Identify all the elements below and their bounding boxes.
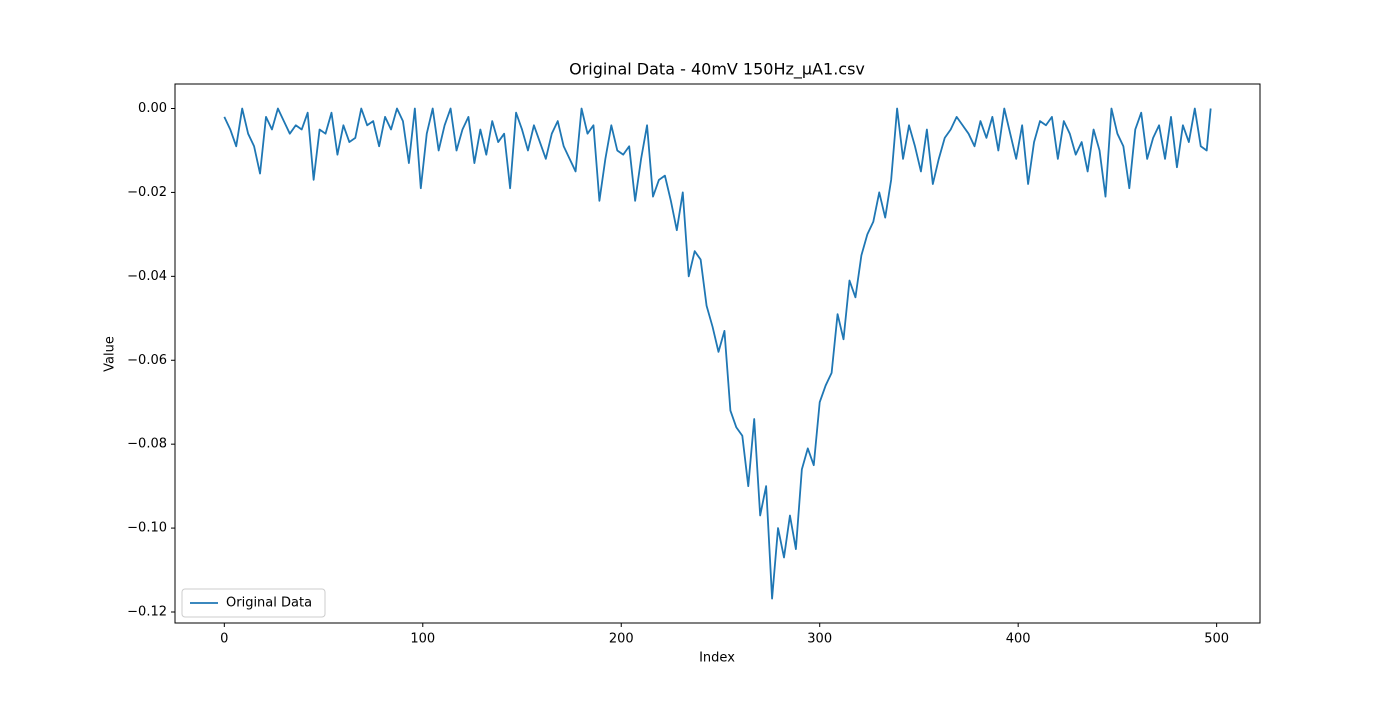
data-line — [223, 107, 1212, 600]
y-tick-label: −0.10 — [127, 521, 167, 536]
y-tick-label: −0.12 — [127, 605, 167, 620]
plot-frame — [174, 83, 1261, 624]
y-tick-label: −0.06 — [127, 353, 167, 368]
x-tick-label: 200 — [609, 632, 634, 647]
x-axis-label: Index — [699, 651, 735, 666]
y-tick-label: −0.04 — [127, 269, 167, 284]
y-axis-label: Value — [103, 336, 118, 372]
chart-title: Original Data - 40mV 150Hz_µA1.csv — [569, 60, 865, 80]
x-tick-label: 400 — [1006, 632, 1031, 647]
legend-label: Original Data — [226, 596, 312, 611]
legend-box — [181, 588, 326, 618]
y-tick-label: −0.08 — [127, 437, 167, 452]
x-tick-label: 300 — [807, 632, 832, 647]
y-tick-label: 0.00 — [138, 101, 167, 116]
x-tick-label: 0 — [220, 632, 228, 647]
y-tick-label: −0.02 — [127, 185, 167, 200]
x-tick-label: 500 — [1204, 632, 1229, 647]
x-tick-label: 100 — [410, 632, 435, 647]
